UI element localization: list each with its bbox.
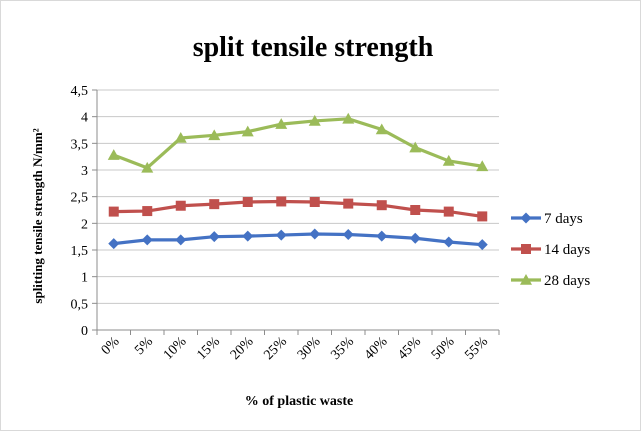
data-point-14-days (142, 206, 153, 217)
data-point-14-days (242, 197, 253, 207)
data-point-28-days (141, 161, 154, 173)
gridlines (97, 89, 499, 304)
legend: 7 days 14 days 28 days (511, 211, 590, 289)
data-point-14-days (477, 211, 488, 222)
data-point-7-days (376, 230, 388, 242)
legend-marker (520, 274, 532, 285)
series-14-days (108, 196, 488, 222)
data-point-7-days (275, 229, 287, 241)
y-tick-label: 2 (81, 217, 88, 232)
y-tick-label: 1 (81, 271, 88, 286)
data-point-28-days (241, 125, 254, 137)
data-point-14-days (376, 200, 387, 211)
data-point-28-days (308, 114, 321, 126)
data-point-28-days (208, 129, 221, 141)
x-tick-label: 55% (462, 334, 491, 363)
y-tick-label: 0,5 (71, 297, 89, 312)
y-tick-label: 4 (81, 111, 88, 126)
data-point-14-days (175, 200, 186, 211)
y-tick-label: 2,5 (71, 191, 89, 206)
data-point-28-days (442, 154, 455, 166)
data-point-14-days (343, 198, 354, 209)
series-line-7-days (113, 232, 483, 247)
x-tick-label: 25% (261, 334, 290, 363)
data-point-7-days (141, 234, 153, 246)
legend-marker (520, 212, 532, 224)
x-tick-label: 15% (194, 334, 223, 363)
data-point-7-days (208, 231, 220, 243)
y-tick-label: 3,5 (71, 137, 89, 152)
legend-label: 28 days (544, 273, 590, 289)
plot-series (107, 112, 489, 251)
data-point-7-days (175, 234, 187, 246)
x-tick-label: 30% (295, 334, 324, 363)
data-point-14-days (443, 206, 454, 217)
x-tick-label: 0% (99, 334, 123, 358)
data-point-28-days (476, 160, 489, 172)
y-tick-label: 0 (81, 324, 88, 339)
x-tick-label: 35% (328, 334, 357, 363)
x-tick-label: 10% (161, 334, 190, 363)
data-point-28-days (107, 149, 120, 160)
data-point-28-days (342, 112, 355, 124)
y-tick-label: 3 (81, 164, 88, 179)
legend-label: 7 days (544, 211, 583, 227)
data-point-7-days (476, 239, 488, 251)
data-point-28-days (275, 118, 288, 129)
x-tick-label: 45% (395, 334, 424, 363)
data-point-7-days (443, 236, 455, 248)
x-axis-title: % of plastic waste (245, 394, 354, 409)
data-point-28-days (409, 141, 422, 153)
y-axis-title: splitting tensile strength N/mm² (30, 128, 45, 303)
data-point-7-days (309, 228, 321, 240)
data-point-7-days (242, 230, 254, 242)
legend-entry-14-days: 14 days (511, 242, 590, 258)
legend-entry-7-days: 7 days (511, 211, 583, 227)
data-point-14-days (108, 206, 119, 217)
data-point-28-days (174, 132, 187, 143)
data-point-14-days (209, 199, 220, 210)
legend-marker (521, 244, 531, 254)
series-28-days (107, 112, 489, 173)
y-tick-label: 1,5 (71, 244, 89, 259)
y-tick-label: 4,5 (71, 84, 89, 99)
x-tick-label: 50% (429, 334, 458, 363)
legend-entry-28-days: 28 days (511, 273, 590, 289)
data-point-7-days (342, 229, 354, 241)
data-point-14-days (276, 196, 287, 207)
data-point-14-days (410, 205, 421, 215)
chart-title: split tensile strength (193, 32, 434, 63)
data-point-28-days (375, 123, 388, 135)
series-line-14-days (113, 199, 483, 218)
data-point-7-days (108, 238, 120, 250)
x-tick-label: 5% (132, 334, 156, 358)
series-7-days (108, 228, 488, 251)
data-point-14-days (309, 197, 320, 207)
x-tick-label: 20% (228, 334, 257, 363)
legend-label: 14 days (544, 242, 590, 258)
x-tick-label: 40% (362, 334, 391, 363)
series-line-28-days (113, 117, 483, 170)
data-point-7-days (409, 232, 421, 244)
